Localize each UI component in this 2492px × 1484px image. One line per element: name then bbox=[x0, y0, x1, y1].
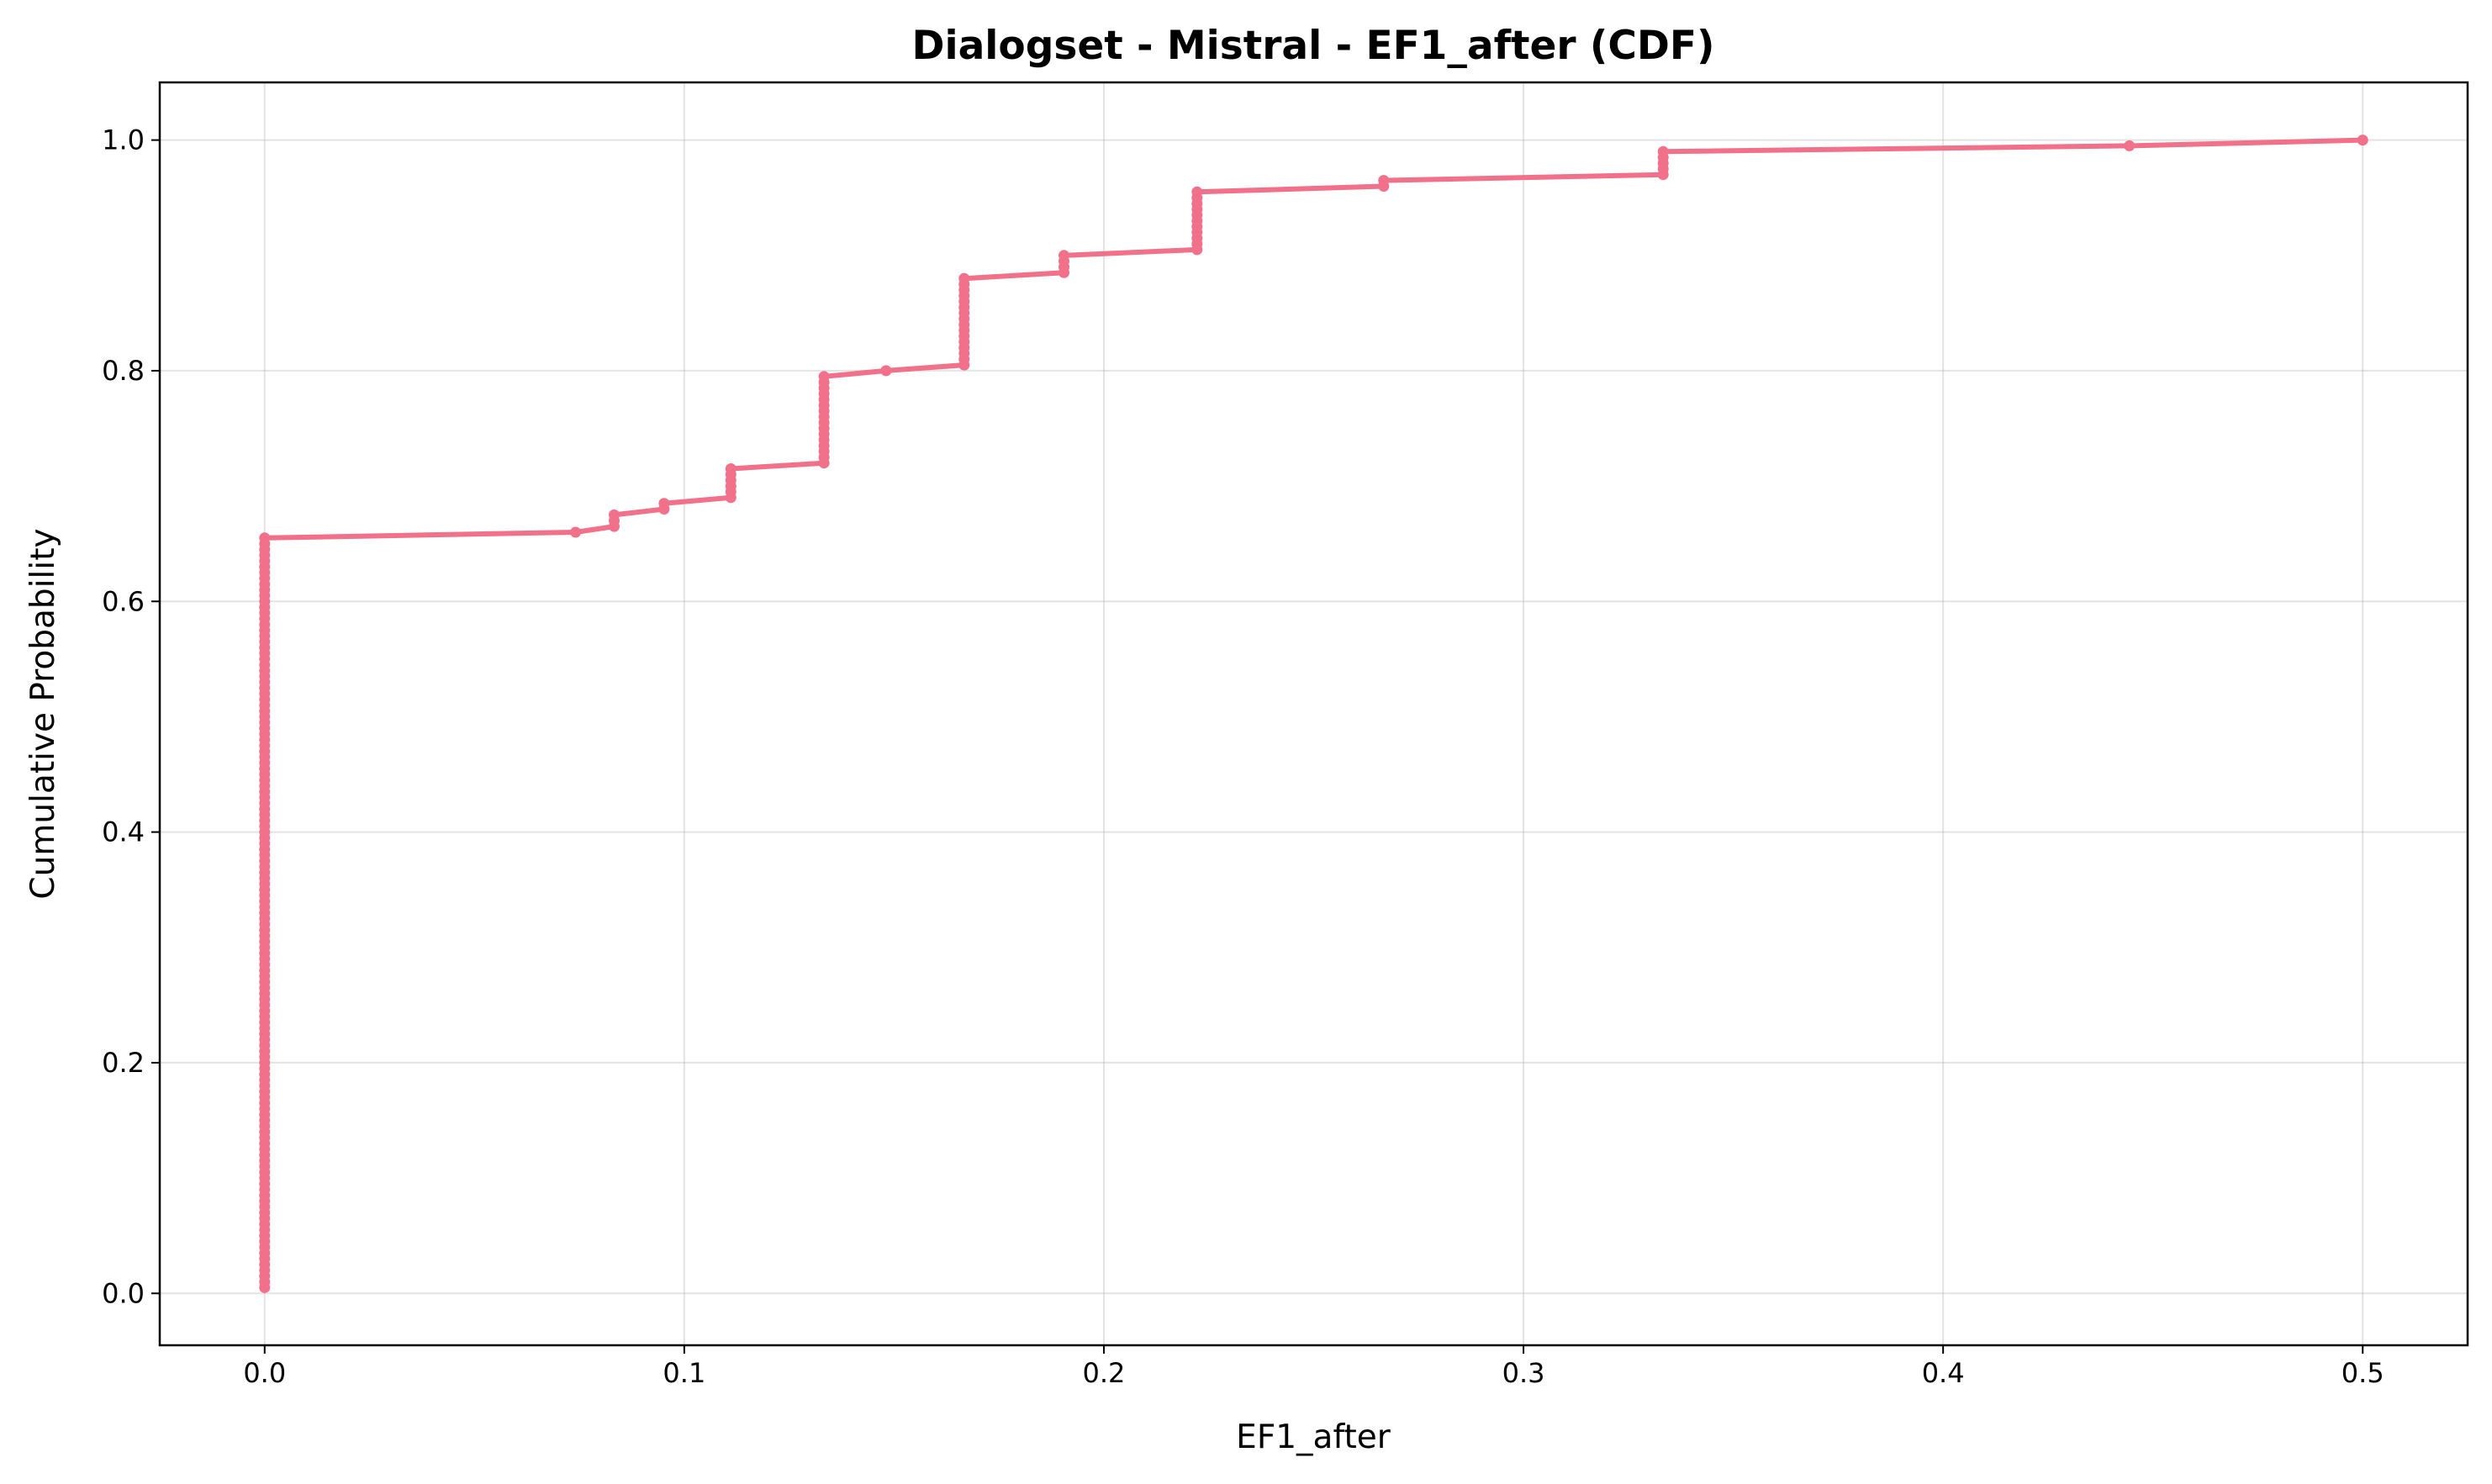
x-tick-label: 0.4 bbox=[1922, 1357, 1965, 1389]
cdf-point bbox=[1378, 175, 1390, 187]
cdf-point bbox=[259, 532, 271, 544]
series-ef1-after bbox=[259, 135, 2368, 1293]
cdf-point bbox=[880, 365, 892, 377]
y-tick-label: 1.0 bbox=[102, 124, 145, 156]
cdf-point bbox=[1657, 145, 1669, 157]
x-tick-label: 0.3 bbox=[1502, 1357, 1545, 1389]
cdf-point bbox=[2124, 140, 2136, 151]
grid bbox=[160, 82, 2468, 1345]
x-tick-label: 0.1 bbox=[663, 1357, 705, 1389]
x-tick-label: 0.2 bbox=[1083, 1357, 1126, 1389]
y-tick-label: 0.0 bbox=[102, 1277, 145, 1309]
x-tick-label: 0.0 bbox=[243, 1357, 286, 1389]
x-tick-label: 0.5 bbox=[2342, 1357, 2384, 1389]
cdf-point bbox=[958, 272, 970, 284]
y-tick-label: 0.2 bbox=[102, 1047, 145, 1079]
x-axis-title: EF1_after bbox=[1236, 1418, 1391, 1456]
axis-ticks: 0.0 0.1 0.2 0.3 0.4 0.5 0.0 0.2 0.4 0.6 0.8 1.0 bbox=[102, 124, 2384, 1389]
cdf-point bbox=[725, 463, 737, 474]
y-axis-title: Cumulative Probability bbox=[24, 528, 62, 899]
chart-title: Dialogset - Mistral - EF1_after (CDF) bbox=[911, 23, 1714, 69]
cdf-point bbox=[818, 371, 830, 383]
cdf-point bbox=[570, 526, 582, 538]
y-tick-label: 0.8 bbox=[102, 355, 145, 387]
y-tick-label: 0.6 bbox=[102, 585, 145, 617]
cdf-point bbox=[658, 498, 670, 510]
cdf-point bbox=[1191, 186, 1203, 198]
y-tick-label: 0.4 bbox=[102, 816, 145, 848]
cdf-point bbox=[1059, 250, 1069, 261]
cdf-point bbox=[2357, 135, 2368, 146]
plot-frame bbox=[158, 81, 2469, 1347]
cdf-point bbox=[609, 509, 620, 520]
